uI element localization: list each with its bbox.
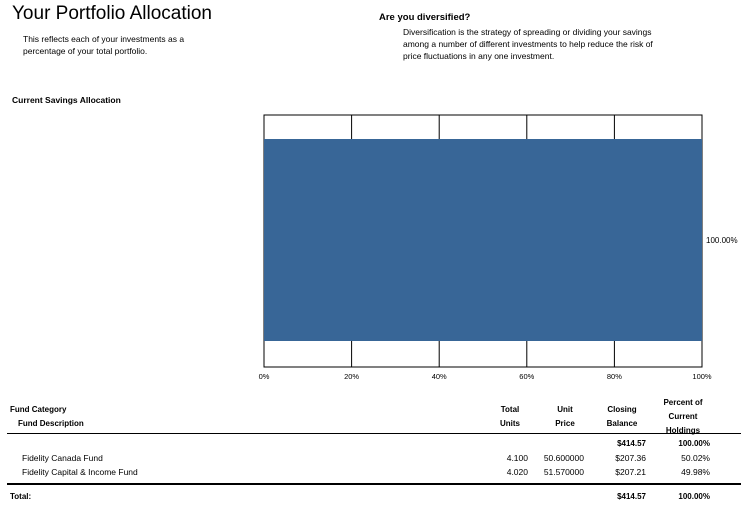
bar-data-label: 100.00% <box>706 236 738 245</box>
x-tick-label: 100% <box>692 372 712 381</box>
table-row-percent: 49.98% <box>681 467 710 477</box>
col-fund-description: Fund Description <box>18 419 84 428</box>
section-title: Current Savings Allocation <box>12 95 121 105</box>
subtotal-percent: 100.00% <box>678 439 710 448</box>
col-percent-holdings: Percent of Current Holdings <box>663 398 703 435</box>
allocation-chart: 0% 20% 40% 60% 80% 100% 100.00% <box>259 114 738 381</box>
table-row-price: 51.570000 <box>543 467 584 477</box>
subtotal-balance: $414.57 <box>617 439 646 448</box>
table-row-units: 4.020 <box>506 467 528 477</box>
total-label: Total: <box>10 492 32 501</box>
diversified-text: Diversification is the strategy of sprea… <box>403 27 653 61</box>
header-rule <box>7 433 741 434</box>
x-tick-label: 40% <box>432 372 447 381</box>
bar <box>264 139 702 341</box>
page-title: Your Portfolio Allocation <box>12 3 212 24</box>
x-tick-label: 20% <box>344 372 359 381</box>
table-row-units: 4.100 <box>506 453 528 463</box>
x-tick-label: 0% <box>259 372 270 381</box>
col-total-units: Total Units <box>500 405 520 428</box>
table-row-balance: $207.21 <box>615 467 646 477</box>
table-row-balance: $207.36 <box>615 453 646 463</box>
total-rule <box>7 483 741 485</box>
total-percent: 100.00% <box>678 492 710 501</box>
col-unit-price: Unit Price <box>555 405 575 428</box>
col-closing-balance: Closing Balance <box>606 405 638 428</box>
table-row-price: 50.600000 <box>543 453 584 463</box>
intro-text: This reflects each of your investments a… <box>23 34 185 56</box>
total-balance: $414.57 <box>617 492 646 501</box>
table-row-name: Fidelity Capital & Income Fund <box>22 467 138 477</box>
diversified-heading: Are you diversified? <box>379 12 471 23</box>
x-tick-label: 60% <box>519 372 534 381</box>
x-tick-label: 80% <box>607 372 622 381</box>
table-row-name: Fidelity Canada Fund <box>22 453 103 463</box>
table-row-percent: 50.02% <box>681 453 710 463</box>
col-fund-category: Fund Category <box>10 405 67 414</box>
